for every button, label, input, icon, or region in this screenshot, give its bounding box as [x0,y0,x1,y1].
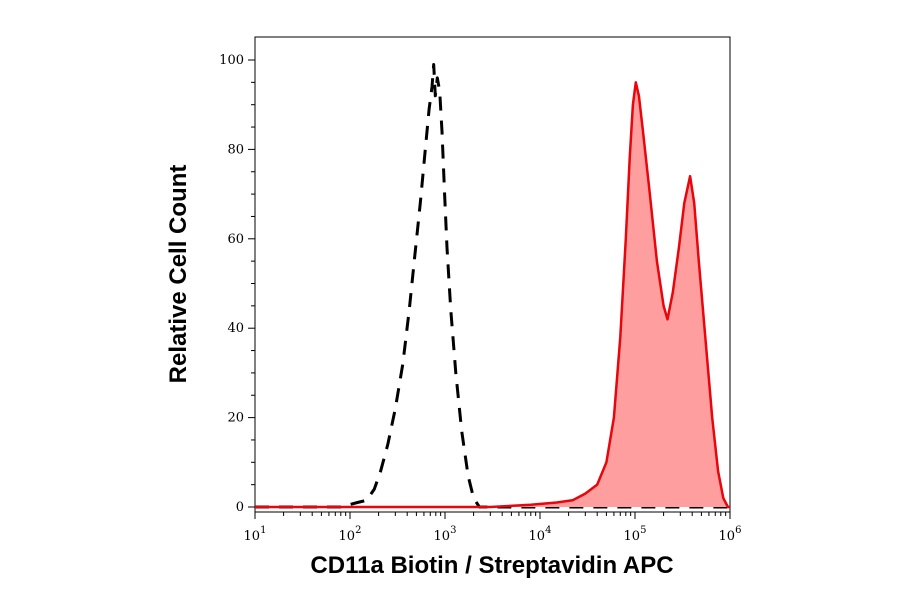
axis-layer: 0 20 40 60 80 100 101 102 103 104 105 106 [219,53,741,544]
y-axis-title: Relative Cell Count [165,165,192,384]
y-tick-label-60: 60 [227,232,244,247]
x-tick-label-5: 105 [624,525,647,544]
y-tick-label-20: 20 [227,411,244,426]
x-axis-title: CD11a Biotin / Streptavidin APC [310,552,673,579]
y-tick-label-40: 40 [227,321,244,336]
y-tick-label-0: 0 [236,500,244,515]
y-tick-label-100: 100 [219,53,244,68]
x-tick-label-1: 101 [244,525,267,544]
plot-frame [254,36,731,513]
series-line-1 [255,81,730,509]
x-tick-label-3: 103 [434,525,457,544]
series-layer [255,63,730,509]
y-tick-label-80: 80 [227,142,244,157]
x-tick-label-2: 102 [339,525,362,544]
x-tick-label-6: 106 [719,525,742,544]
series-fill-1 [255,82,730,508]
series-line-0 [255,63,730,509]
x-tick-label-4: 104 [529,525,552,544]
